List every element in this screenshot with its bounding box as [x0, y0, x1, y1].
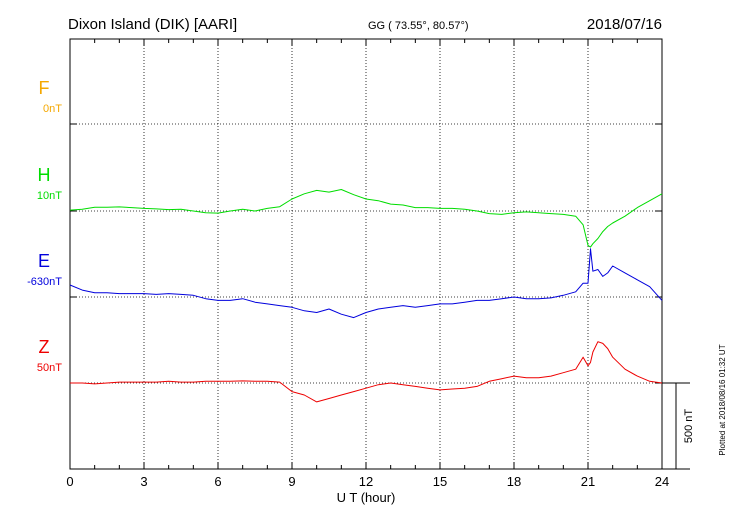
series-baseline-h: 10nT: [37, 190, 62, 202]
station-coordinates: GG ( 73.55°, 80.57°): [368, 20, 469, 32]
x-tick-label: 21: [581, 474, 595, 489]
chart-date: 2018/07/16: [587, 16, 662, 33]
axis-ticks: [69, 39, 663, 469]
x-tick-label: 18: [507, 474, 521, 489]
x-axis-label: U T (hour): [337, 490, 396, 505]
series-line-e: [69, 248, 663, 319]
x-tick-label: 15: [433, 474, 447, 489]
x-tick-labels: 0 3 6 9 12 15 18 21 24: [66, 474, 669, 489]
x-tick-label: 6: [214, 474, 221, 489]
series-labels: F 0nT H 10nT E -630nT Z 50nT: [27, 78, 62, 374]
x-tick-label: 12: [359, 474, 373, 489]
series-name-z: Z: [39, 337, 50, 357]
series-lines: [69, 189, 663, 403]
grid-lines: [70, 39, 662, 469]
series-baseline-e: -630nT: [27, 276, 62, 288]
series-name-e: E: [38, 251, 50, 271]
scale-bar-label: 500 nT: [683, 409, 695, 444]
series-baseline-f: 0nT: [43, 103, 62, 115]
plot-frame: [69, 38, 663, 470]
x-tick-label: 0: [66, 474, 73, 489]
x-tick-label: 3: [140, 474, 147, 489]
x-tick-label: 9: [288, 474, 295, 489]
series-name-h: H: [38, 165, 51, 185]
plotted-timestamp: Plotted at 2018/08/16 01:32 UT: [718, 344, 727, 455]
scale-bar: 500 nT: [662, 382, 695, 470]
x-tick-label: 24: [655, 474, 669, 489]
series-line-h: [69, 189, 663, 248]
series-baseline-z: 50nT: [37, 362, 62, 374]
series-line-z: [70, 341, 663, 403]
station-title: Dixon Island (DIK) [AARI]: [68, 16, 237, 33]
series-name-f: F: [39, 78, 50, 98]
